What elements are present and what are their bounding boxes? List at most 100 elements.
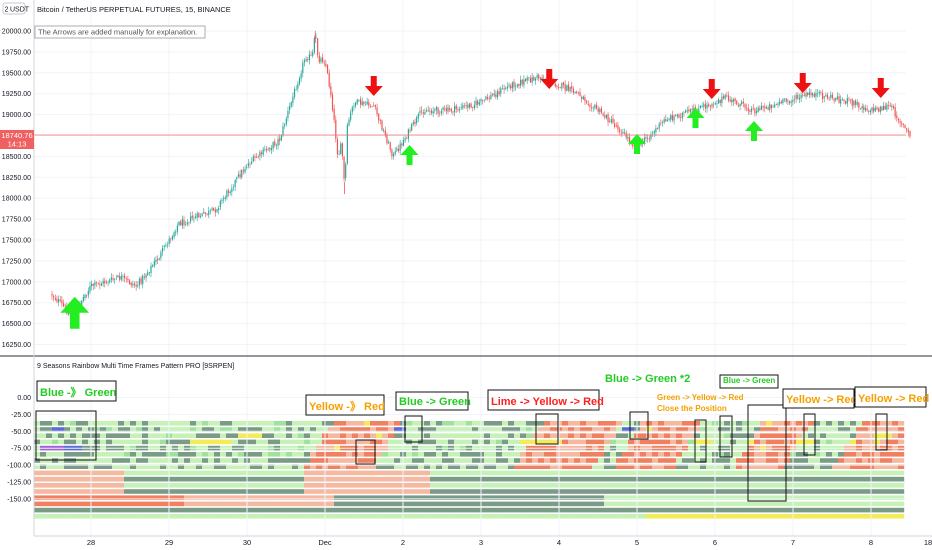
heatmap-cell	[424, 489, 431, 494]
heatmap-cell	[196, 476, 203, 482]
currency-button[interactable]	[2, 2, 26, 15]
indicator-axis-ticks[interactable]: 0.00 -25.00 -50.00 -75.00 -100.00 -125.00 -150…	[7, 395, 31, 503]
heatmap-cell	[256, 458, 263, 463]
candle-body	[58, 299, 60, 303]
symbol-title[interactable]: Bitcoin / TetherUS PERPETUAL FUTURES, 15…	[37, 5, 231, 14]
heatmap-cell	[442, 470, 449, 476]
price-tick-label[interactable]: 19750.00	[2, 49, 31, 56]
heatmap-cell	[406, 507, 413, 513]
heatmap-cell	[406, 495, 413, 500]
heatmap-cell	[820, 433, 827, 438]
heatmap-cell	[118, 501, 125, 507]
heatmap-cell	[154, 470, 161, 476]
time-tick-label[interactable]: 8	[869, 538, 873, 547]
candle-body	[759, 108, 761, 110]
heatmap-cell	[688, 439, 695, 445]
heatmap-cell	[610, 489, 617, 494]
heatmap-cell	[640, 470, 647, 476]
heatmap-cell	[406, 483, 413, 488]
heatmap-cell	[370, 495, 377, 500]
heatmap-cell	[328, 476, 335, 482]
candle-body	[148, 272, 150, 273]
heatmap-cell	[226, 452, 233, 457]
heatmap-cell	[184, 507, 191, 513]
price-tick-label[interactable]: 20000.00	[2, 29, 31, 36]
heatmap-cell	[424, 421, 431, 426]
heatmap-cell	[820, 489, 827, 494]
price-tick-label[interactable]: 18250.00	[2, 175, 31, 182]
indicator-tick-label[interactable]: -125.00	[7, 480, 31, 487]
currency-button-label[interactable]: USDT	[10, 7, 30, 14]
time-tick-label[interactable]: Dec	[318, 538, 332, 547]
indicator-tick-label[interactable]: -75.00	[11, 446, 31, 453]
price-tick-label[interactable]: 17000.00	[2, 279, 31, 286]
indicator-title[interactable]: 9 Seasons Rainbow Multi Time Frames Patt…	[37, 363, 234, 370]
heatmap-cell	[262, 483, 269, 488]
time-tick-label[interactable]: 6	[713, 538, 717, 547]
indicator-tick-label[interactable]: -100.00	[7, 463, 31, 470]
time-axis-ticks[interactable]: 28 29 30 Dec 2 3 4 5 6 7 8 18	[87, 538, 932, 547]
price-tick-label[interactable]: 16250.00	[2, 342, 31, 349]
time-tick-label[interactable]: 29	[165, 538, 173, 547]
heatmap-cell	[334, 439, 341, 445]
heatmap-cell	[58, 483, 65, 488]
price-tick-label[interactable]: 16750.00	[2, 300, 31, 307]
indicator-tick-label[interactable]: 0.00	[17, 395, 31, 402]
price-tick-label[interactable]: 19000.00	[2, 112, 31, 119]
heatmap-cell	[40, 439, 47, 445]
time-tick-label[interactable]: 3	[479, 538, 483, 547]
price-tick-label[interactable]: 19250.00	[2, 91, 31, 98]
time-tick-label[interactable]: 5	[635, 538, 639, 547]
time-tick-label[interactable]: 7	[791, 538, 795, 547]
candle-body	[475, 100, 477, 106]
heatmap-cell	[118, 489, 125, 494]
heatmap-cell	[436, 464, 443, 469]
heatmap-cell	[100, 507, 107, 513]
heatmap-cell	[52, 452, 59, 457]
price-tick-label[interactable]: 17750.00	[2, 217, 31, 224]
time-tick-label[interactable]: 2	[401, 538, 405, 547]
candle-body	[873, 107, 875, 112]
indicator-tick-label[interactable]: -150.00	[7, 496, 31, 503]
heatmap-cell	[766, 427, 773, 432]
heatmap-cell	[688, 507, 695, 513]
time-tick-label[interactable]: 30	[243, 538, 251, 547]
candle-body	[777, 103, 779, 106]
indicator-tick-label[interactable]: -50.00	[11, 429, 31, 436]
time-tick-label[interactable]: 4	[557, 538, 561, 547]
heatmap-cell	[658, 464, 665, 469]
price-tick-label[interactable]: 16500.00	[2, 321, 31, 328]
time-tick-label[interactable]: 28	[87, 538, 95, 547]
heatmap-cell	[568, 433, 575, 438]
candle-body	[394, 151, 396, 155]
price-tick-label[interactable]: 18500.00	[2, 154, 31, 161]
heatmap-cell	[568, 421, 575, 426]
heatmap-cell	[574, 452, 581, 457]
heatmap-cell	[76, 483, 83, 488]
heatmap-cell	[892, 464, 899, 469]
heatmap-cell	[502, 421, 509, 426]
heatmap-cell	[772, 421, 779, 426]
price-tick-label[interactable]: 18000.00	[2, 196, 31, 203]
time-tick-label[interactable]: 18	[924, 538, 932, 547]
heatmap-cell	[280, 507, 287, 513]
heatmap-cell	[346, 464, 353, 469]
candle-body	[675, 115, 677, 116]
heatmap-cell	[676, 489, 683, 494]
price-tick-label[interactable]: 17500.00	[2, 238, 31, 245]
price-tick-label[interactable]: 19500.00	[2, 70, 31, 77]
heatmap-cell	[448, 483, 455, 488]
candle-body	[899, 121, 901, 123]
heatmap-cell	[784, 427, 791, 432]
heatmap-cell	[598, 452, 605, 457]
heatmap-cell	[598, 433, 605, 438]
indicator-tick-label[interactable]: -25.00	[11, 412, 31, 419]
candle-body	[376, 107, 378, 115]
price-axis-ticks[interactable]: 20000.00 19750.00 19500.00 19250.00 19000.00…	[2, 29, 31, 350]
price-tick-label[interactable]: 17250.00	[2, 258, 31, 265]
heatmap-cell	[892, 470, 899, 476]
heatmap-cell	[262, 476, 269, 482]
heatmap-cell	[514, 439, 521, 445]
candle-body	[97, 282, 99, 284]
heatmap-cell	[652, 507, 659, 513]
